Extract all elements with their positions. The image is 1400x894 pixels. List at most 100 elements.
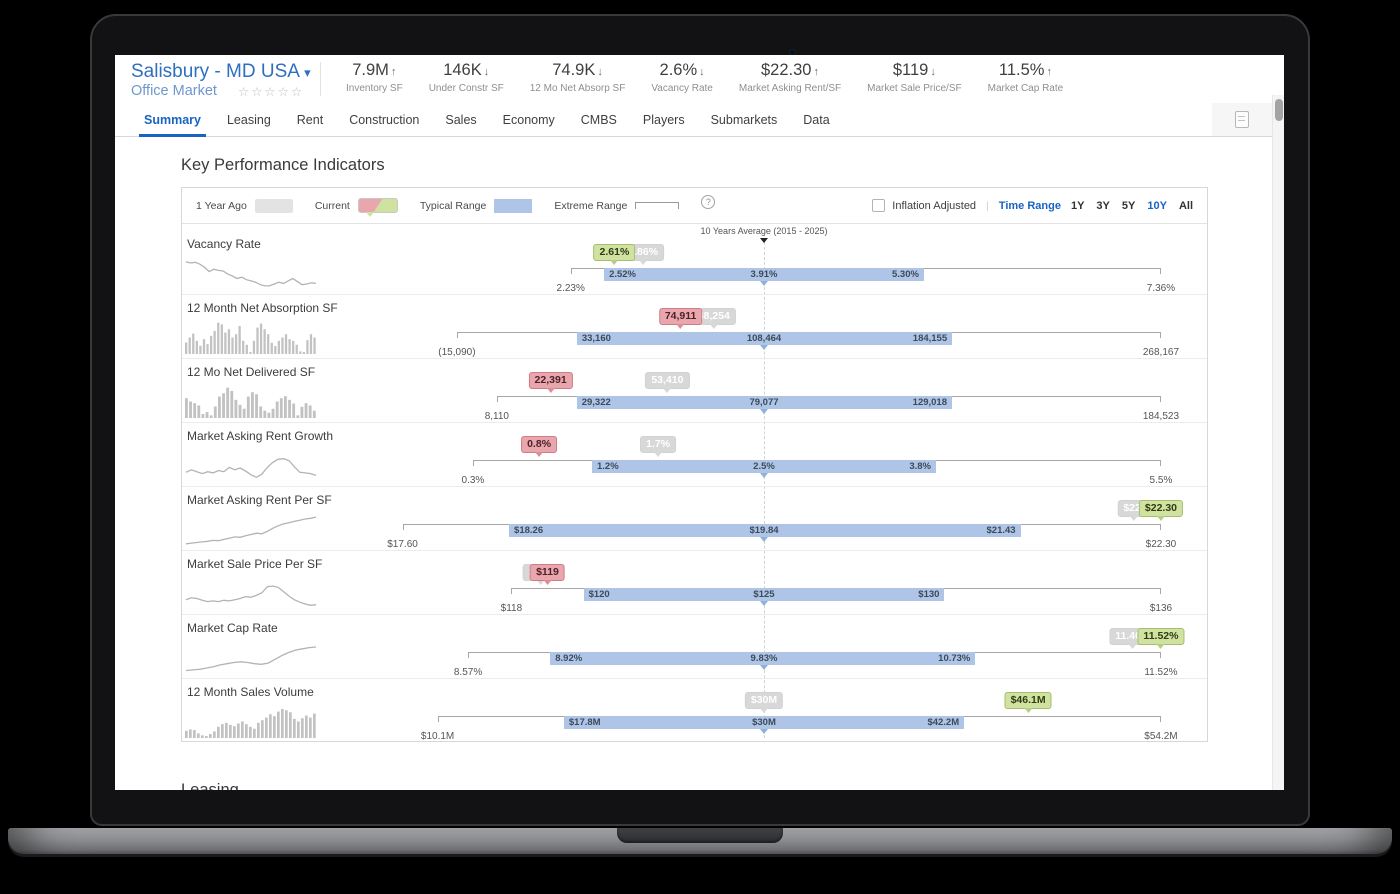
typical-high-label: 184,155 <box>912 333 948 344</box>
next-section-heading: Leasing <box>181 781 239 790</box>
kpi-range: 33,160 184,155 108,464 (15,090) 268,167 88,25… <box>401 295 1180 358</box>
average-title: 10 Years Average (2015 - 2025) <box>700 226 828 236</box>
legend-extreme-range-label: Extreme Range <box>554 199 628 212</box>
stat-label: Market Asking Rent/SF <box>738 83 842 94</box>
kpi-row-label: Market Sale Price Per SF <box>187 557 323 571</box>
kpi-row-label: Market Cap Rate <box>187 621 278 635</box>
extreme-max-label: 268,167 <box>1142 347 1180 358</box>
market-header: Salisbury - MD USA ▾ Office Market ☆☆☆☆☆… <box>115 55 1284 103</box>
average-value-label: 108,464 <box>746 333 782 344</box>
stat-value: $22.30 ↑ <box>761 61 819 79</box>
tab-sales[interactable]: Sales <box>445 112 477 127</box>
time-option-10y[interactable]: 10Y <box>1147 199 1167 212</box>
extreme-max-label: $54.2M <box>1144 731 1178 742</box>
kpi-row-12-month-net-absorption-sf: 12 Month Net Absorption SF 33,160 184,155 1… <box>182 294 1207 358</box>
market-title-dropdown[interactable]: Salisbury - MD USA ▾ <box>131 61 311 83</box>
kpi-row-market-cap-rate: Market Cap Rate 8.92% 10.73% 9.83% 8.57% 11.5… <box>182 614 1207 678</box>
average-value-label: $30M <box>752 717 776 728</box>
current-badge: 22,391 <box>528 372 573 393</box>
time-option-all[interactable]: All <box>1178 199 1193 212</box>
typical-range-bar: 1.2% 3.8% <box>591 460 936 473</box>
one-year-ago-swatch-icon <box>254 198 293 213</box>
year-ago-badge: 88,254 <box>691 308 736 329</box>
year-ago-badge: 53,410 <box>645 372 690 393</box>
year-ago-badge: 1.7% <box>640 436 677 457</box>
time-option-3y[interactable]: 3Y <box>1096 199 1110 212</box>
typical-low-label: 33,160 <box>581 333 611 344</box>
stat-value: 146K ↓ <box>443 61 490 79</box>
scrollbar-thumb[interactable] <box>1275 99 1283 121</box>
typical-range-bar: $17.8M $42.2M <box>563 716 965 729</box>
help-icon[interactable]: ? <box>701 194 716 209</box>
kpi-range: 1.2% 3.8% 2.5% 0.3% 5.5% 1.7% 0.8% <box>401 423 1176 486</box>
kpi-range: 8.92% 10.73% 9.83% 8.57% 11.52% 11.40% 11.52% <box>401 615 1185 678</box>
tab-submarkets[interactable]: Submarkets <box>710 112 778 127</box>
star-rating[interactable]: ☆☆☆☆☆ <box>238 85 305 99</box>
typical-range-swatch-icon <box>494 198 533 213</box>
tab-players[interactable]: Players <box>642 112 685 127</box>
current-badge: $22.30 <box>1138 500 1184 521</box>
legend-current: Current <box>314 198 398 217</box>
sparkline-line <box>185 646 317 672</box>
tab-construction[interactable]: Construction <box>349 112 420 127</box>
stat-market-asking-rent-sf: $22.30 ↑ Market Asking Rent/SF <box>726 61 854 94</box>
tab-data[interactable]: Data <box>803 112 830 127</box>
sparkline-line <box>185 585 317 606</box>
current-badge: 2.61% <box>593 244 636 265</box>
time-option-1y[interactable]: 1Y <box>1070 199 1085 212</box>
time-range-options: 1Y 3Y 5Y 10Y All <box>1071 200 1193 212</box>
typical-high-label: $130 <box>918 589 940 600</box>
tab-bar-right <box>1212 103 1272 137</box>
typical-range-bar: 8.92% 10.73% <box>550 652 976 665</box>
typical-range-bar: 29,322 129,018 <box>576 396 952 409</box>
kpi-row-12-month-sales-volume: 12 Month Sales Volume $17.8M $42.2M $30M $10… <box>182 678 1207 742</box>
tab-summary[interactable]: Summary <box>131 103 214 137</box>
typical-low-label: $120 <box>588 589 610 600</box>
average-value-label: 9.83% <box>750 653 778 664</box>
extreme-min-label: $10.1M <box>420 731 455 742</box>
header-stats: 7.9M ↑ Inventory SF 146K ↓ Under Constr SF 74.… <box>333 61 1076 94</box>
current-badge: $46.1M <box>1004 692 1052 713</box>
average-pointer-icon <box>760 345 768 350</box>
kpi-row-label: 12 Mo Net Delivered SF <box>187 365 316 379</box>
time-range-label: Time Range <box>998 199 1061 212</box>
stat-label: Market Sale Price/SF <box>867 83 962 94</box>
trend-down-icon: ↓ <box>483 66 490 78</box>
tab-economy[interactable]: Economy <box>502 112 555 127</box>
tab-cmbs[interactable]: CMBS <box>580 112 617 127</box>
tab-rent[interactable]: Rent <box>296 112 324 127</box>
kpi-range: $17.8M $42.2M $30M $10.1M $54.2M $30M $46.1M <box>401 679 1178 742</box>
extreme-max-label: 11.52% <box>1144 667 1178 678</box>
extreme-max-label: $22.30 <box>1145 539 1177 550</box>
typical-range-bar: 2.52% 5.30% <box>604 268 924 281</box>
time-option-5y[interactable]: 5Y <box>1121 199 1136 212</box>
extreme-min-label: 8.57% <box>453 667 483 678</box>
tab-leasing[interactable]: Leasing <box>226 112 271 127</box>
average-value-label: 2.5% <box>753 461 775 472</box>
typical-low-label: $17.8M <box>568 717 601 728</box>
average-caret-icon <box>760 238 768 243</box>
inflation-adjusted-checkbox[interactable] <box>872 199 886 212</box>
extreme-max-label: 5.5% <box>1149 475 1173 486</box>
year-ago-badge: $30M <box>744 692 784 713</box>
scrollbar[interactable] <box>1272 95 1284 790</box>
kpi-row-label: Market Asking Rent Growth <box>187 429 334 443</box>
legend-typical-range-label: Typical Range <box>419 199 487 212</box>
typical-low-label: 2.52% <box>609 269 636 280</box>
kpi-row-label: 12 Month Sales Volume <box>187 685 314 699</box>
sparkline-line <box>185 261 317 287</box>
stat-value: 11.5% ↑ <box>998 61 1052 79</box>
legend-separator: | <box>986 199 989 212</box>
average-pointer-icon <box>760 537 768 542</box>
extreme-min-label: 0.3% <box>461 475 485 486</box>
trend-up-icon: ↑ <box>1046 66 1052 78</box>
document-icon[interactable] <box>1235 111 1249 128</box>
extreme-max-label: 184,523 <box>1142 411 1180 422</box>
legend-current-label: Current <box>314 199 350 212</box>
extreme-min-label: 8,110 <box>484 411 509 422</box>
typical-high-label: 129,018 <box>912 397 947 408</box>
kpi-panel: 1 Year Ago Current Typical Range Extreme… <box>181 187 1208 742</box>
app-screen: Salisbury - MD USA ▾ Office Market ☆☆☆☆☆… <box>115 55 1284 790</box>
stat-label: Under Constr SF <box>428 83 504 94</box>
legend-one-year-ago: 1 Year Ago <box>196 198 293 213</box>
